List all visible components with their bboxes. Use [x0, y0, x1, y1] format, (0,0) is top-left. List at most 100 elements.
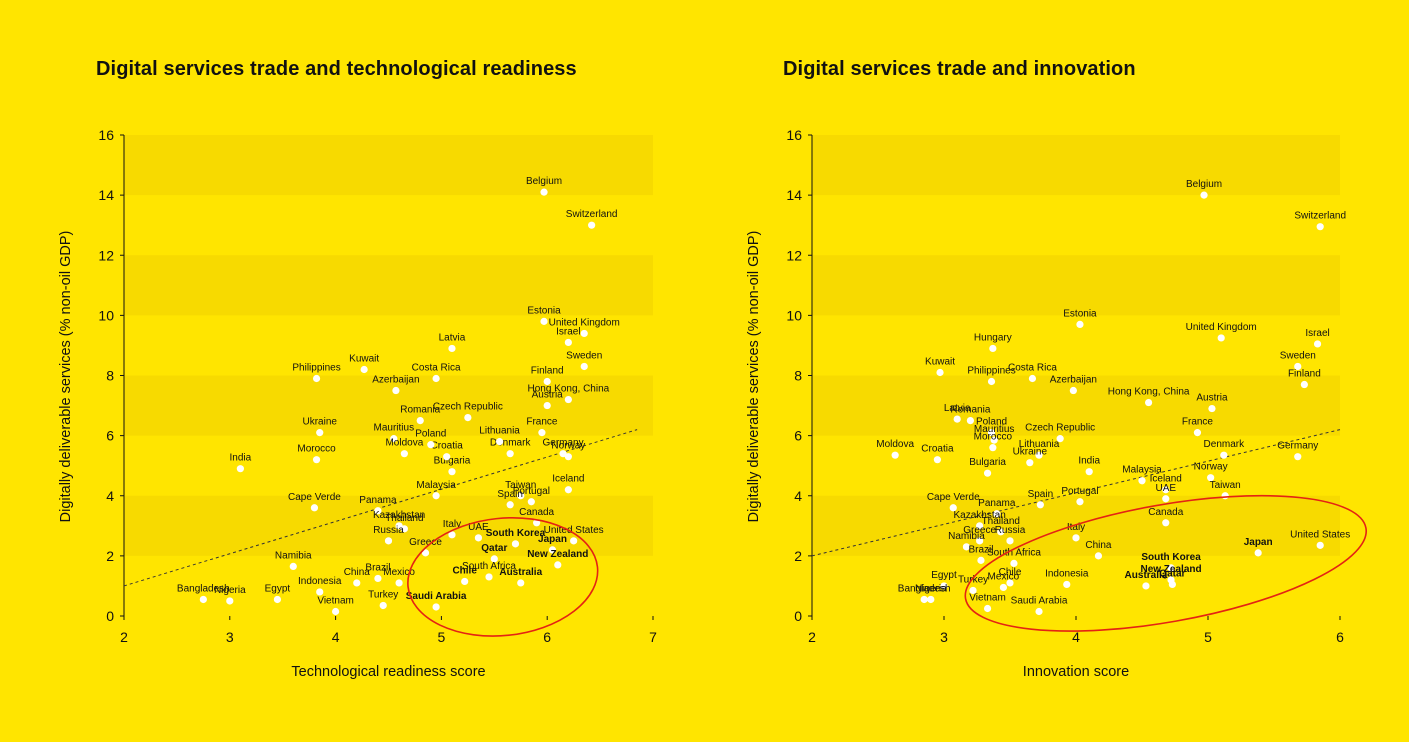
chart1-point-namibia	[289, 562, 297, 570]
chart2-point-label-united-states: United States	[1290, 529, 1350, 540]
chart1-point-finland	[543, 377, 551, 386]
chart2-point-iceland	[1162, 486, 1170, 494]
chart2-point-label-finland: Finland	[1288, 369, 1321, 380]
chart1-point-label-hong-kong-china: Hong Kong, China	[527, 384, 609, 395]
chart1-point-czech-republic	[464, 413, 472, 422]
chart1-point-philippines	[312, 374, 321, 383]
chart2-point-label-turkey: Turkey	[958, 574, 988, 585]
chart2-point-hong-kong-china	[1145, 398, 1153, 407]
chart1-point-label-taiwan: Taiwan	[505, 480, 536, 491]
chart1-point-label-austria: Austria	[532, 390, 564, 401]
chart1-point-united-kingdom	[580, 329, 588, 338]
chart2-point-portugal	[1076, 498, 1084, 506]
chart2-point-label-philippines: Philippines	[967, 366, 1015, 377]
chart2-x-axis-label: Innovation score	[1023, 664, 1129, 680]
chart1-point-indonesia	[316, 588, 324, 596]
chart2-point-label-new-zealand: New Zealand	[1140, 564, 1201, 575]
chart1-point-brazil	[374, 574, 382, 583]
chart2-y-tick-label-14: 14	[786, 187, 802, 203]
chart2-y-tick-label-2: 2	[794, 548, 802, 564]
chart1-y-tick-label-8: 8	[106, 368, 114, 384]
chart2-point-label-germany: Germany	[1277, 441, 1318, 452]
chart1-point-label-cape-verde: Cape Verde	[288, 492, 341, 503]
chart1-point-costa-rica	[432, 374, 440, 383]
chart2-point-label-russia: Russia	[995, 525, 1026, 536]
chart2-y-tick-label-8: 8	[794, 368, 802, 384]
chart1-point-thailand	[400, 525, 408, 533]
chart2-point-label-morocco: Morocco	[974, 432, 1013, 443]
chart2-x-tick-label-4: 4	[1072, 629, 1080, 645]
chart1-point-label-turkey: Turkey	[368, 589, 398, 600]
chart1-point-moldova	[400, 450, 408, 458]
chart1-point-new-zealand	[554, 561, 562, 569]
chart2-point-label-israel: Israel	[1305, 328, 1329, 339]
chart2-point-label-thailand: Thailand	[982, 516, 1020, 527]
chart2-point-label-france: France	[1182, 417, 1214, 428]
chart1-point-label-switzerland: Switzerland	[566, 209, 618, 220]
chart2-point-south-korea	[1167, 564, 1175, 572]
chart2-point-label-taiwan: Taiwan	[1210, 480, 1241, 491]
chart1-y-tick-label-2: 2	[106, 548, 114, 564]
chart2-point-norway	[1207, 474, 1215, 482]
chart2-point-china	[1094, 552, 1103, 560]
chart2-point-denmark	[1220, 451, 1228, 459]
chart1-point-japan	[548, 546, 557, 554]
chart1-point-label-chile: Chile	[452, 565, 477, 576]
chart1-point-cape-verde	[310, 504, 319, 512]
chart1-point-label-norway: Norway	[551, 441, 585, 452]
chart2-band-1	[812, 375, 1340, 436]
chart1-point-label-estonia: Estonia	[527, 305, 561, 316]
chart1-point-egypt	[273, 595, 282, 604]
chart1-band-1	[124, 375, 653, 436]
chart2-point-sweden	[1294, 362, 1302, 371]
chart2-point-label-malaysia: Malaysia	[1122, 465, 1162, 476]
chart1-x-tick-label-5: 5	[438, 629, 446, 645]
chart2-point-morocco	[989, 444, 997, 452]
chart1-point-label-moldova: Moldova	[385, 438, 423, 449]
chart2-point-russia	[1006, 537, 1014, 545]
chart2-point-croatia	[933, 456, 942, 464]
chart2-point-label-cape-verde: Cape Verde	[927, 492, 980, 503]
chart1-point-label-saudi-arabia: Saudi Arabia	[406, 591, 467, 602]
chart1-point-label-united-kingdom: United Kingdom	[549, 317, 620, 328]
chart1-point-romania	[416, 416, 424, 425]
chart1-point-label-bangladesh: Bangladesh	[177, 583, 230, 594]
chart1-point-label-costa-rica: Costa Rica	[412, 363, 461, 374]
chart2-x-tick-label-5: 5	[1204, 629, 1212, 645]
chart2-point-label-switzerland: Switzerland	[1294, 211, 1346, 222]
chart1-point-label-india: India	[230, 453, 252, 464]
chart2-point-label-ukraine: Ukraine	[1013, 447, 1048, 458]
chart2-point-label-portugal: Portugal	[1061, 486, 1098, 497]
chart2-point-finland	[1300, 380, 1308, 389]
chart1-point-croatia	[443, 453, 451, 461]
chart2-point-namibia	[962, 543, 971, 551]
chart1-point-switzerland	[588, 221, 596, 229]
chart1-point-portugal	[527, 498, 535, 506]
chart1-point-saudi-arabia	[432, 603, 440, 611]
chart1-point-south-africa	[485, 573, 493, 581]
chart1-x-tick-label-6: 6	[543, 629, 551, 645]
chart2-point-poland	[987, 429, 996, 437]
chart2-point-australia	[1142, 582, 1150, 590]
chart1-band-2	[124, 255, 653, 316]
chart2-y-tick-label-6: 6	[794, 428, 802, 444]
chart1-point-norway	[564, 453, 572, 461]
chart1-point-label-kazakhstan: Kazakhstan	[373, 510, 425, 521]
chart1-point-label-nigeria: Nigeria	[214, 585, 246, 596]
chart1-point-label-latvia: Latvia	[439, 332, 466, 343]
chart1-point-australia	[517, 579, 525, 587]
chart-title-innovation: Digital services trade and innovation	[783, 58, 1136, 80]
chart1-y-tick-label-10: 10	[98, 307, 114, 323]
chart1-point-label-uae: UAE	[468, 522, 489, 533]
chart2-point-label-denmark: Denmark	[1204, 439, 1246, 450]
chart2-y-tick-label-4: 4	[794, 488, 802, 504]
chart1-point-greece	[421, 549, 430, 557]
chart1-point-label-spain: Spain	[497, 489, 523, 500]
chart1-point-label-mexico: Mexico	[383, 567, 415, 578]
chart1-point-label-japan: Japan	[538, 534, 567, 545]
chart1-point-label-south-korea: South Korea	[486, 528, 546, 539]
chart1-y-tick-label-4: 4	[106, 488, 114, 504]
chart2-y-axis-label: Digitally deliverable services (% non-oi…	[746, 231, 762, 523]
